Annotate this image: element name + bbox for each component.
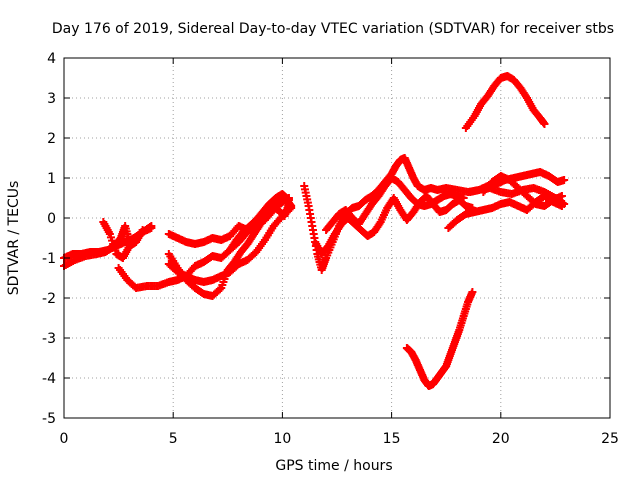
series-arc-k xyxy=(322,174,468,234)
y-tick-label: -5 xyxy=(42,411,56,427)
y-tick-label: 2 xyxy=(47,131,56,147)
series-arc-c xyxy=(99,218,147,262)
x-tick-label: 0 xyxy=(60,431,69,447)
series-arc-h xyxy=(225,190,293,254)
series-arc-o xyxy=(461,72,549,132)
x-tick-label: 5 xyxy=(169,431,178,447)
y-tick-label: 0 xyxy=(47,211,56,227)
x-tick-label: 25 xyxy=(601,431,619,447)
data-point xyxy=(557,192,566,200)
y-tick-label: -1 xyxy=(42,251,56,267)
data-point xyxy=(468,288,477,296)
y-tick-label: -4 xyxy=(42,371,56,387)
y-axis-label: SDTVAR / TECUs xyxy=(6,181,22,296)
data-point xyxy=(147,222,156,230)
x-axis-label: GPS time / hours xyxy=(275,458,392,474)
y-tick-label: 4 xyxy=(47,51,56,67)
data-point xyxy=(138,226,147,234)
y-tick-label: -3 xyxy=(42,331,56,347)
data-point xyxy=(560,176,569,184)
series-arc-p xyxy=(402,288,477,390)
y-tick-label: 1 xyxy=(47,171,56,187)
chart-title: Day 176 of 2019, Sidereal Day-to-day VTE… xyxy=(52,21,614,37)
data-point xyxy=(284,196,293,204)
data-point xyxy=(540,120,549,128)
data-point xyxy=(215,285,224,294)
y-tick-label: 3 xyxy=(47,91,56,107)
x-tick-label: 10 xyxy=(273,431,291,447)
y-tick-label: -2 xyxy=(42,291,56,307)
data-point xyxy=(459,194,468,202)
series-arc-n xyxy=(479,172,566,210)
plot-frame xyxy=(63,57,611,419)
x-tick-label: 15 xyxy=(383,431,401,447)
data-point xyxy=(287,202,296,210)
grid xyxy=(64,58,610,418)
x-tick-label: 20 xyxy=(492,431,510,447)
data-points xyxy=(60,72,569,390)
data-point xyxy=(557,202,566,210)
